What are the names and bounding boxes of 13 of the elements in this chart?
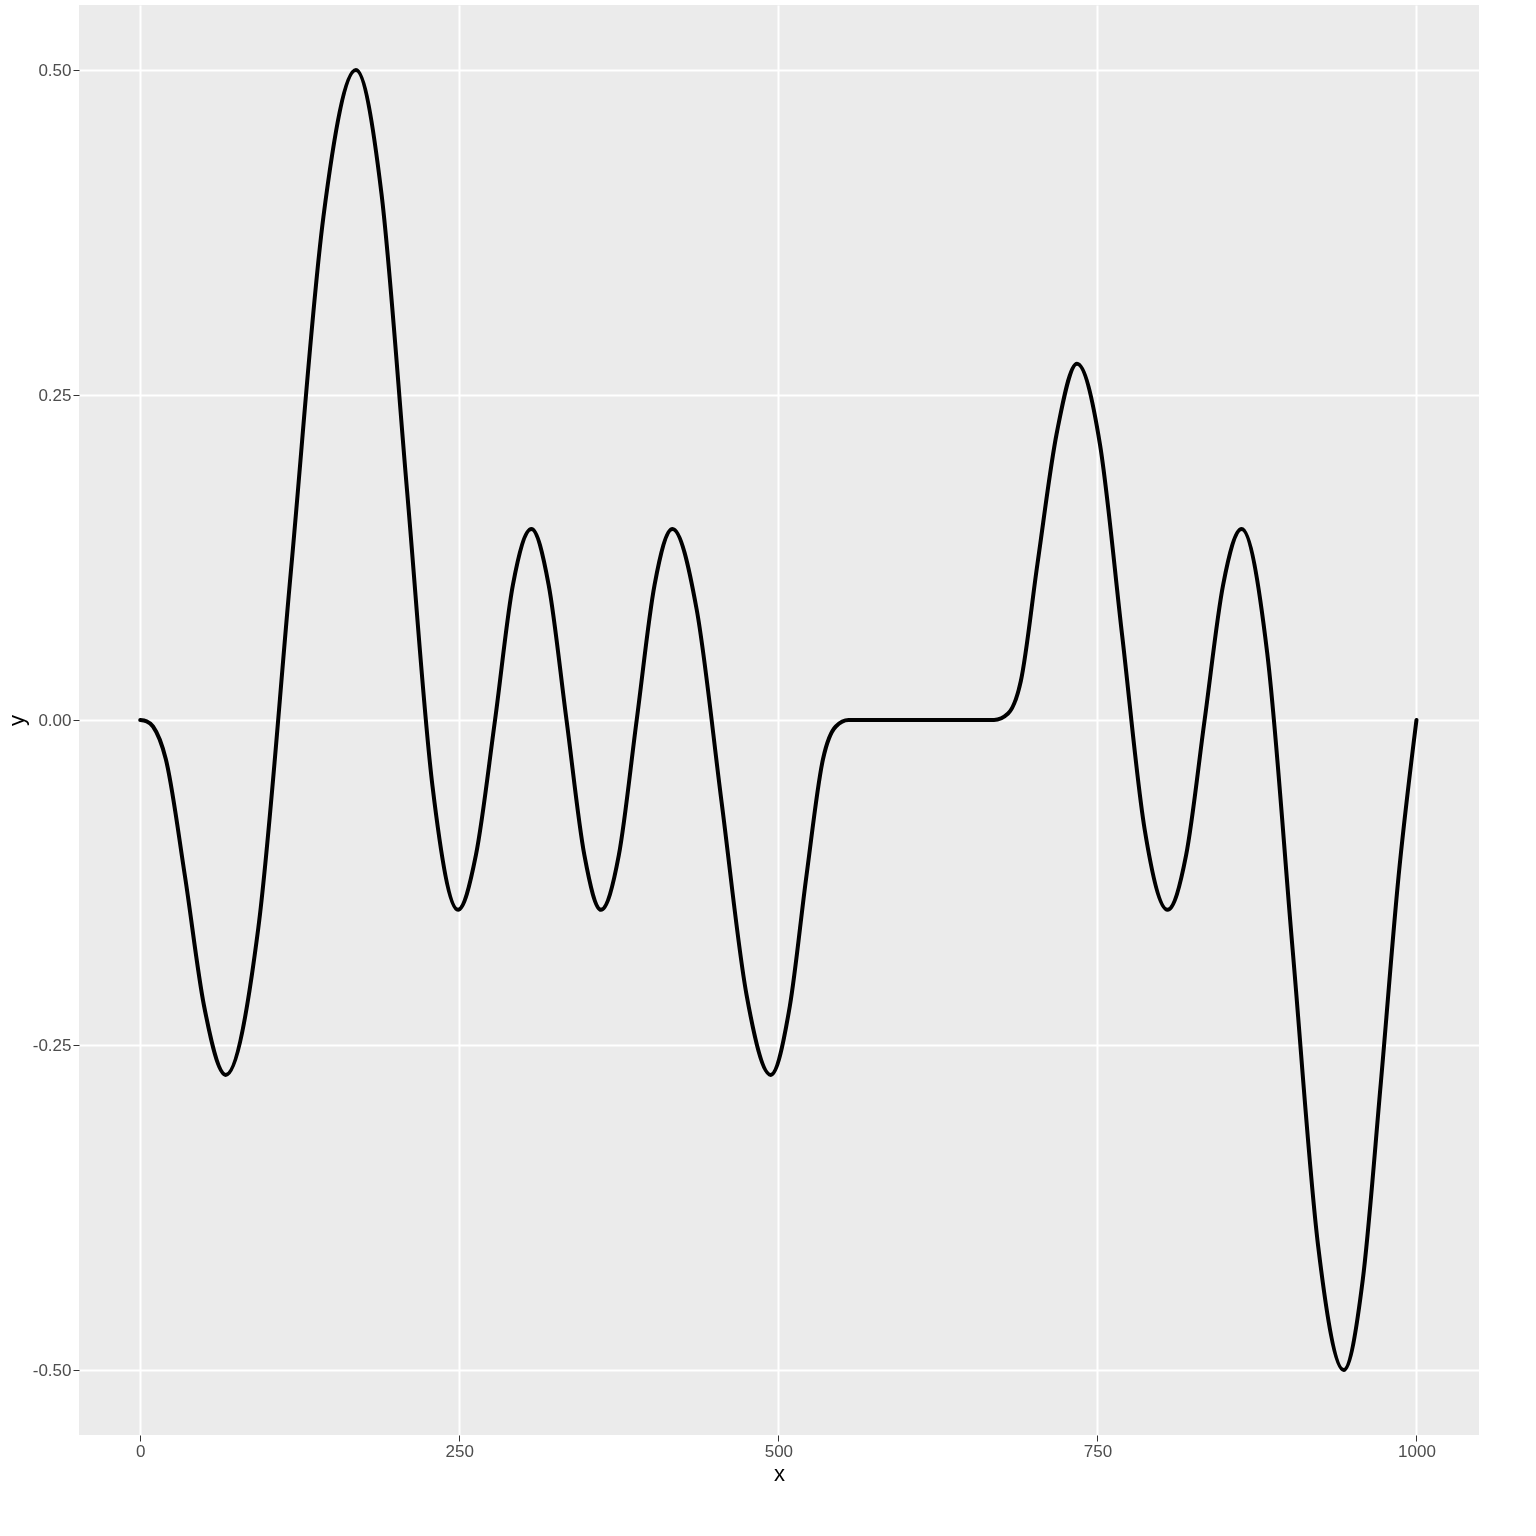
x-tick-label: 750 — [1083, 1441, 1113, 1461]
y-tick-label: 0.50 — [38, 60, 72, 80]
y-tick-label: 0.25 — [38, 385, 72, 405]
x-tick-label: 500 — [764, 1441, 794, 1461]
y-axis-title: y — [3, 715, 29, 726]
x-axis-title: x — [774, 1460, 785, 1486]
x-tick-label: 250 — [445, 1441, 474, 1461]
x-tick-label: 1000 — [1398, 1441, 1436, 1461]
line-series — [138, 68, 1419, 1372]
y-tick-label: -0.50 — [32, 1360, 72, 1380]
x-tick-label: 0 — [136, 1441, 146, 1461]
y-tick-label: -0.25 — [32, 1035, 72, 1055]
y-tick-label: 0.00 — [38, 710, 72, 730]
